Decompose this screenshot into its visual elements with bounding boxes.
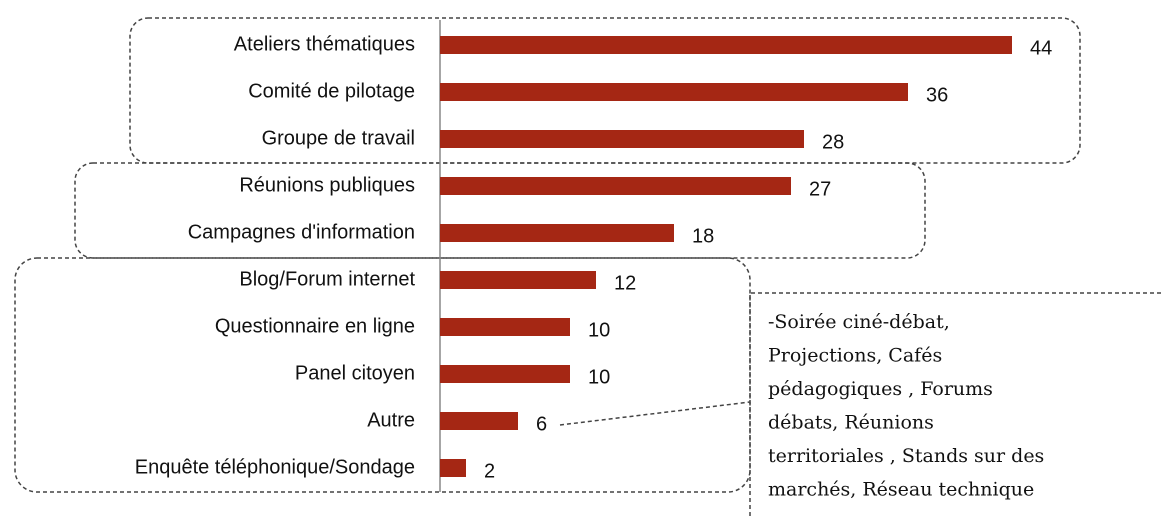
category-label: Panel citoyen [295,362,415,384]
category-label: Ateliers thématiques [234,33,415,55]
annotation-line: débats, Réunions [768,412,934,434]
annotation-line: marchés, Réseau technique [768,479,1034,501]
bar [440,318,570,336]
value-label: 10 [588,319,610,341]
category-label: Questionnaire en ligne [215,315,415,337]
value-label: 10 [588,366,610,388]
value-label: 36 [926,84,948,106]
value-label: 6 [536,413,547,435]
bar [440,130,804,148]
bar [440,83,908,101]
bar [440,459,466,477]
category-label: Blog/Forum internet [239,268,415,290]
bar [440,224,674,242]
category-label: Comité de pilotage [248,80,415,102]
bar [440,271,596,289]
bar [440,412,518,430]
value-label: 27 [809,178,831,200]
category-label: Enquête téléphonique/Sondage [135,456,415,478]
annotation-line: pédagogiques , Forums [768,378,993,400]
bar [440,177,791,195]
annotation-frame [749,292,1161,516]
annotation-line: -Soirée ciné-débat, [768,311,950,333]
value-label: 18 [692,225,714,247]
value-label: 12 [614,272,636,294]
value-label: 28 [822,131,844,153]
category-label: Campagnes d'information [188,221,415,243]
group-box [74,162,926,259]
category-label: Groupe de travail [262,127,415,149]
category-label: Autre [367,409,415,431]
leader-line [559,401,751,426]
annotation-line: territoriales , Stands sur des [768,445,1044,467]
value-label: 2 [484,460,495,482]
bar [440,36,1012,54]
annotation-line: Projections, Cafés [768,345,942,367]
value-label: 44 [1030,37,1052,59]
bar [440,365,570,383]
category-label: Réunions publiques [239,174,415,196]
